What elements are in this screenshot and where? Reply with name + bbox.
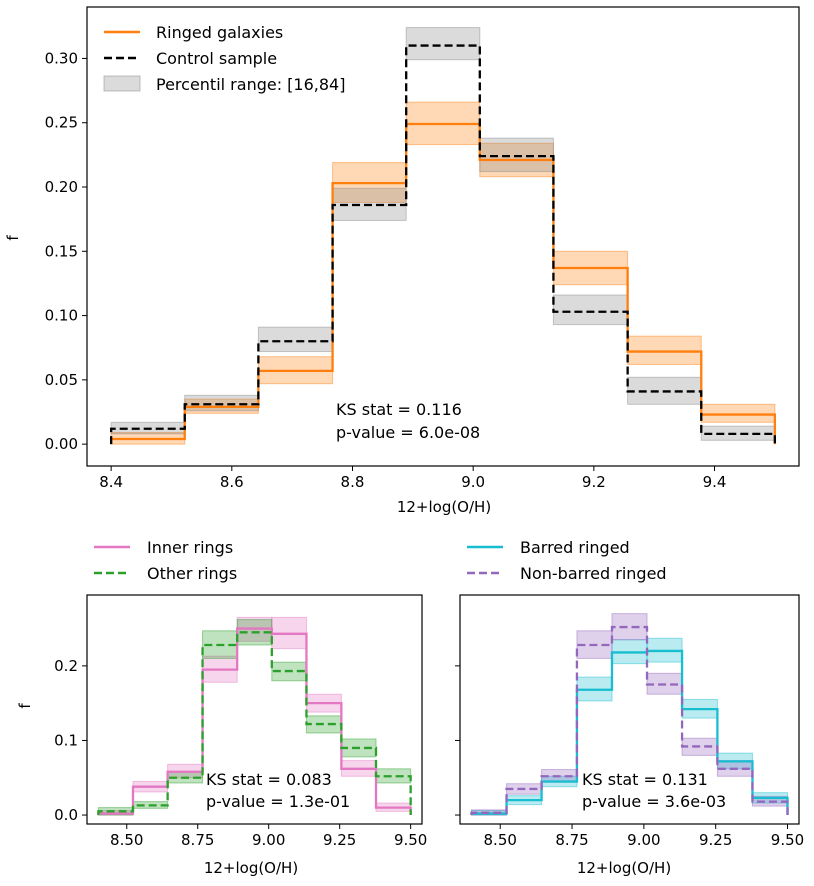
bottom-left-axes-frame: [86, 594, 423, 825]
top-xtick-label-5: 9.4: [703, 473, 727, 491]
top-panel: f 12+log(O/H) Ringed galaxies Control sa…: [4, 6, 800, 516]
bottom-left-step-line-inner-rings: [97, 627, 412, 816]
legend-label-barred-ringed: Barred ringed: [520, 538, 630, 557]
bottom-left-panel: Inner rings Other rings f 12+log(O/H) KS…: [16, 538, 427, 877]
legend-label-ringed-galaxies: Ringed galaxies: [156, 23, 283, 42]
bottom-left-band-other-rings-bin-8: [375, 768, 412, 784]
top-ks-stat: KS stat = 0.116: [336, 400, 462, 419]
bottom-right-xlabel: 12+log(O/H): [577, 859, 671, 877]
legend-swatch-percentile-range: [103, 75, 141, 92]
top-ytick-label-0: 0.00: [45, 435, 78, 453]
bottom-right-panel: Barred ringed Non-barred ringed 12+log(O…: [455, 538, 804, 877]
bottom-left-ytick-label-0: 0.0: [54, 806, 78, 824]
bottom-left-ytick-label-2: 0.2: [54, 657, 78, 675]
top-xtick-label-0: 8.4: [99, 473, 123, 491]
top-ytick-label-4: 0.20: [45, 178, 78, 196]
bottom-left-xtick-label-3: 9.25: [323, 831, 356, 849]
bottom-right-xtick-label-3: 9.25: [699, 831, 732, 849]
top-ytick-label-2: 0.10: [45, 307, 78, 325]
top-band-control-sample-bin-4: [405, 27, 481, 61]
bottom-left-xtick-label-0: 8.50: [110, 831, 143, 849]
top-ytick-label-6: 0.30: [45, 49, 78, 67]
bottom-left-ylabel: f: [16, 703, 34, 709]
bottom-right-axes-frame: [459, 594, 800, 825]
bottom-left-xlabel: 12+log(O/H): [204, 859, 298, 877]
top-xlabel: 12+log(O/H): [397, 498, 491, 516]
top-legend: Ringed galaxies Control sample Percentil…: [103, 23, 345, 94]
bottom-right-plot-area: [470, 613, 789, 816]
top-band-control-sample-bin-5: [479, 137, 554, 173]
top-xtick-label-4: 9.2: [582, 473, 606, 491]
top-band-control-sample-bin-1: [184, 394, 259, 412]
top-band-ringed-galaxies-bin-7: [627, 335, 702, 365]
legend-label-non-barred-ringed: Non-barred ringed: [520, 564, 667, 583]
bottom-left-xtick-label-4: 9.50: [394, 831, 427, 849]
top-band-control-sample-bin-6: [552, 294, 629, 326]
legend-label-inner-rings: Inner rings: [147, 538, 233, 557]
top-step-line-ringed-galaxies: [109, 122, 777, 445]
bottom-right-p-value: p-value = 3.6e-03: [582, 792, 726, 811]
bottom-right-xtick-label-2: 9.00: [627, 831, 660, 849]
bottom-right-step-line-non-barred-ringed: [470, 625, 789, 816]
top-p-value: p-value = 6.0e-08: [336, 423, 480, 442]
top-ytick-label-5: 0.25: [45, 114, 78, 132]
bottom-right-band-non-barred-ringed-bin-4: [611, 613, 648, 641]
bottom-left-p-value: p-value = 1.3e-01: [206, 792, 350, 811]
top-ylabel: f: [4, 235, 22, 241]
top-xtick-label-2: 8.8: [341, 473, 365, 491]
bottom-left-plot-area: [97, 616, 412, 816]
top-ytick-label-3: 0.15: [45, 242, 78, 260]
top-ytick-label-1: 0.05: [45, 371, 78, 389]
bottom-right-ks-stat: KS stat = 0.131: [582, 770, 708, 789]
legend-label-percentile-range: Percentil range: [16,84]: [156, 75, 345, 94]
bottom-left-xtick-label-2: 9.00: [252, 831, 285, 849]
legend-label-control-sample: Control sample: [156, 49, 277, 68]
top-xtick-label-3: 9.0: [461, 473, 485, 491]
bottom-right-xtick-label-1: 8.75: [555, 831, 588, 849]
top-band-control-sample-bin-8: [700, 425, 776, 441]
top-step-line-control-sample: [109, 44, 777, 445]
bottom-right-step-line-barred-ringed: [470, 649, 789, 816]
top-band-ringed-galaxies-bin-8: [700, 403, 776, 423]
bottom-left-legend: Inner rings Other rings: [94, 538, 237, 583]
bottom-left-ytick-label-1: 0.1: [54, 731, 78, 749]
bottom-left-ks-stat: KS stat = 0.083: [206, 770, 332, 789]
bottom-left-xtick-label-1: 8.75: [181, 831, 214, 849]
top-xtick-label-1: 8.6: [220, 473, 244, 491]
top-band-control-sample-bin-2: [257, 326, 334, 353]
bottom-right-xtick-label-4: 9.50: [771, 831, 804, 849]
bottom-left-step-line-other-rings: [97, 631, 412, 816]
bottom-right-legend: Barred ringed Non-barred ringed: [467, 538, 667, 583]
top-axes-frame: [86, 6, 800, 467]
legend-label-other-rings: Other rings: [147, 564, 237, 583]
top-plot-area: [109, 27, 777, 445]
bottom-right-xtick-label-0: 8.50: [484, 831, 517, 849]
